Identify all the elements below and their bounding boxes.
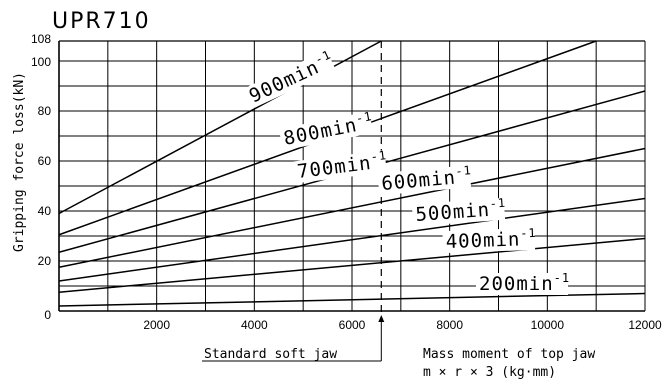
series-line-600min-1	[58, 147, 646, 268]
x-tick-label: 2000	[143, 318, 170, 332]
curve-label-superscript: -1	[355, 109, 374, 126]
curve-label-superscript: -1	[455, 163, 473, 178]
curve-label-backdrop	[278, 111, 374, 151]
curve-label-800min-1: 800min-1	[278, 109, 375, 151]
curve-label-backdrop	[411, 197, 506, 227]
y-tick-label: 80	[38, 104, 52, 118]
curve-label-500min-1: 500min-1	[411, 196, 507, 227]
curve-label-text: 900min-1	[245, 47, 338, 107]
y-tick-label: 40	[38, 204, 52, 218]
x-axis-label-line1: Mass moment of top jaw	[423, 347, 595, 362]
curve-label-600min-1: 600min-1	[377, 163, 473, 196]
y-tick-label: 60	[38, 154, 52, 168]
x-tick-label: 12000	[628, 318, 662, 332]
curve-label-superscript: -1	[554, 271, 570, 285]
x-tick-label: 4000	[241, 318, 268, 332]
y-tick-label: 108	[31, 32, 51, 46]
x-tick-label: 6000	[339, 318, 366, 332]
tick-layer: 2000 4000 6000 8000 10000 12000 0 20 40 60 80 100 10…	[31, 32, 662, 332]
series-line-200min-1	[58, 292, 646, 307]
curve-label-superscript: -1	[370, 148, 388, 164]
x-tick-label: 10000	[531, 318, 565, 332]
y-axis-label: Gripping force loss(kN)	[12, 72, 27, 252]
annotation-arrowhead	[378, 315, 385, 322]
curve-label-backdrop	[292, 150, 387, 184]
curve-label-400min-1: 400min-1	[442, 226, 537, 254]
curve-label-backdrop	[243, 49, 336, 109]
curve-label-900min-1: 900min-1	[243, 47, 338, 109]
curve-label-200min-1: 200min-1	[476, 271, 570, 295]
x-axis-label-line2: m × r × 3 (kg·mm)	[423, 365, 556, 380]
chart-title: UPR710	[52, 9, 151, 34]
standard-soft-jaw-label: Standard soft jaw	[204, 347, 337, 362]
standard-soft-jaw-annotation: Standard soft jaw	[202, 315, 385, 362]
curve-label-superscript: -1	[313, 47, 334, 67]
curve-label-backdrop	[377, 165, 472, 196]
curve-label-superscript: -1	[520, 226, 537, 241]
curve-label-backdrop	[476, 273, 568, 295]
x-tick-label: 8000	[436, 318, 463, 332]
y-tick-label: 100	[31, 55, 51, 69]
series-line-500min-1	[58, 197, 646, 282]
curve-label-superscript: -1	[489, 196, 506, 211]
curve-label-backdrop	[442, 227, 536, 254]
curve-label-layer: 900min-1800min-1700min-1600min-1500min-1…	[243, 47, 570, 295]
y-tick-label: 0	[44, 308, 51, 322]
series-line-400min-1	[58, 237, 646, 293]
curve-label-700min-1: 700min-1	[292, 148, 389, 184]
y-tick-label: 20	[38, 254, 52, 268]
